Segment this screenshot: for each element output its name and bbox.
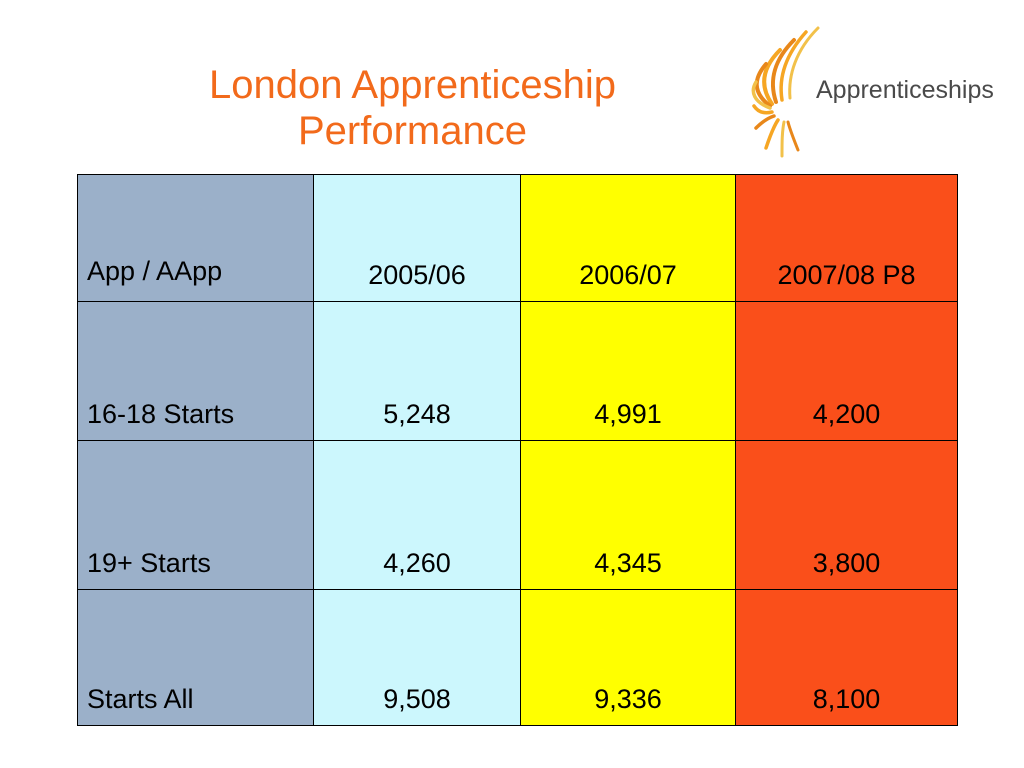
table-cell: 5,248 bbox=[313, 301, 521, 441]
header-2006-07: 2006/07 bbox=[520, 174, 736, 302]
title-line-1: London Apprenticeship bbox=[209, 63, 616, 107]
table-header-row: App / AApp 2005/06 2006/07 2007/08 P8 bbox=[77, 174, 958, 302]
table-cell: 9,336 bbox=[520, 589, 736, 726]
table-row: 19+ Starts 4,260 4,345 3,800 bbox=[77, 440, 958, 590]
table-row: Starts All 9,508 9,336 8,100 bbox=[77, 589, 958, 726]
table-cell: 4,260 bbox=[313, 440, 521, 590]
row-label: Starts All bbox=[77, 589, 314, 726]
table-cell: 4,200 bbox=[735, 301, 958, 441]
table-cell: 8,100 bbox=[735, 589, 958, 726]
row-label: 16-18 Starts bbox=[77, 301, 314, 441]
page-title: London Apprenticeship Performance bbox=[100, 62, 725, 154]
header-2007-08: 2007/08 P8 bbox=[735, 174, 958, 302]
apprenticeships-logo: Apprenticeships bbox=[748, 20, 998, 160]
title-line-2: Performance bbox=[298, 109, 527, 153]
table-cell: 9,508 bbox=[313, 589, 521, 726]
sunburst-logo-icon bbox=[751, 26, 820, 158]
performance-table: App / AApp 2005/06 2006/07 2007/08 P8 16… bbox=[77, 174, 958, 726]
table-cell: 4,345 bbox=[520, 440, 736, 590]
table-cell: 3,800 bbox=[735, 440, 958, 590]
header-label-cell: App / AApp bbox=[77, 174, 314, 302]
logo-text: Apprenticeships bbox=[816, 76, 994, 104]
table-row: 16-18 Starts 5,248 4,991 4,200 bbox=[77, 301, 958, 441]
table-cell: 4,991 bbox=[520, 301, 736, 441]
row-label: 19+ Starts bbox=[77, 440, 314, 590]
header-2005-06: 2005/06 bbox=[313, 174, 521, 302]
